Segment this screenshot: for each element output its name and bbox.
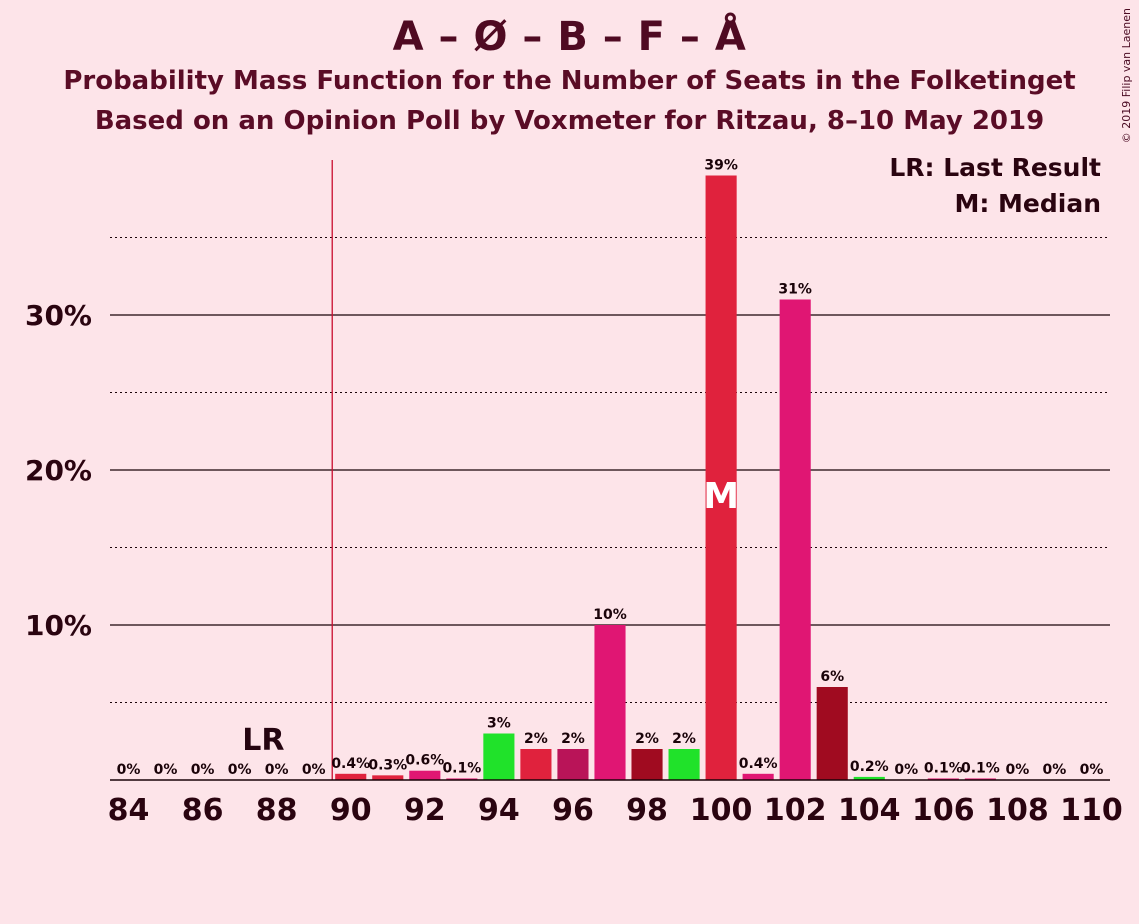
bar-value-label: 39%	[704, 158, 738, 174]
x-axis-tick-label: 86	[182, 793, 224, 828]
chart-subtitle-1: Probability Mass Function for the Number…	[0, 66, 1139, 96]
bar-value-label: 10%	[593, 607, 627, 623]
y-axis-tick-label: 30%	[25, 299, 92, 332]
chart-subtitle-2: Based on an Opinion Poll by Voxmeter for…	[0, 106, 1139, 136]
bar-value-label: 0%	[1043, 762, 1067, 778]
pmf-bar-chart: 10%20%30%LR0%0%0%0%0%0%0.4%0.3%0.6%0.1%3…	[110, 150, 1110, 830]
bar-value-label: 0%	[191, 762, 215, 778]
bar-value-label: 6%	[820, 669, 844, 685]
bar	[483, 734, 514, 781]
bar-value-label: 2%	[561, 731, 585, 747]
x-axis-tick-label: 100	[690, 793, 753, 828]
bar-value-label: 0%	[265, 762, 289, 778]
chart-title: A – Ø – B – F – Å	[0, 14, 1139, 60]
bar-value-label: 2%	[672, 731, 696, 747]
x-axis-tick-label: 108	[986, 793, 1049, 828]
x-axis-tick-label: 98	[626, 793, 668, 828]
bar-value-label: 0%	[1006, 762, 1030, 778]
x-axis-tick-label: 106	[912, 793, 975, 828]
bar	[594, 625, 625, 780]
bar-value-label: 0%	[302, 762, 326, 778]
bar	[631, 749, 662, 780]
x-axis-tick-label: 102	[764, 793, 827, 828]
x-axis-tick-label: 90	[330, 793, 372, 828]
bar	[409, 771, 440, 780]
bar-value-label: 0.1%	[924, 760, 963, 776]
x-axis-tick-label: 96	[552, 793, 594, 828]
bar-value-label: 2%	[635, 731, 659, 747]
bar-value-label: 0.6%	[405, 753, 444, 769]
bar-value-label: 0.4%	[331, 756, 370, 772]
bar	[669, 749, 700, 780]
x-axis-tick-label: 84	[108, 793, 150, 828]
bar-value-label: 3%	[487, 716, 511, 732]
copyright-text: © 2019 Filip van Laenen	[1120, 8, 1133, 143]
bar-value-label: 0%	[1080, 762, 1104, 778]
x-axis-tick-label: 104	[838, 793, 901, 828]
bar-value-label: 31%	[778, 282, 812, 298]
x-axis-tick-label: 88	[256, 793, 298, 828]
bar	[520, 749, 551, 780]
bar	[817, 687, 848, 780]
x-axis-tick-label: 92	[404, 793, 446, 828]
bar-value-label: 0%	[154, 762, 178, 778]
bar-value-label: 2%	[524, 731, 548, 747]
bar-value-label: 0.4%	[739, 756, 778, 772]
bar-value-label: 0.1%	[961, 760, 1000, 776]
bar	[335, 774, 366, 780]
bar	[743, 774, 774, 780]
bar	[557, 749, 588, 780]
bar-value-label: 0.3%	[368, 757, 407, 773]
bar-value-label: 0%	[228, 762, 252, 778]
bar-value-label: 0.2%	[850, 759, 889, 775]
bar-value-label: 0.1%	[442, 760, 481, 776]
x-axis-tick-label: 94	[478, 793, 520, 828]
x-axis-tick-label: 110	[1060, 793, 1123, 828]
y-axis-tick-label: 20%	[25, 454, 92, 487]
median-marker: M	[703, 476, 739, 517]
last-result-label: LR	[242, 723, 284, 758]
bar-value-label: 0%	[894, 762, 918, 778]
bar-value-label: 0%	[117, 762, 141, 778]
bar	[780, 300, 811, 781]
y-axis-tick-label: 10%	[25, 609, 92, 642]
